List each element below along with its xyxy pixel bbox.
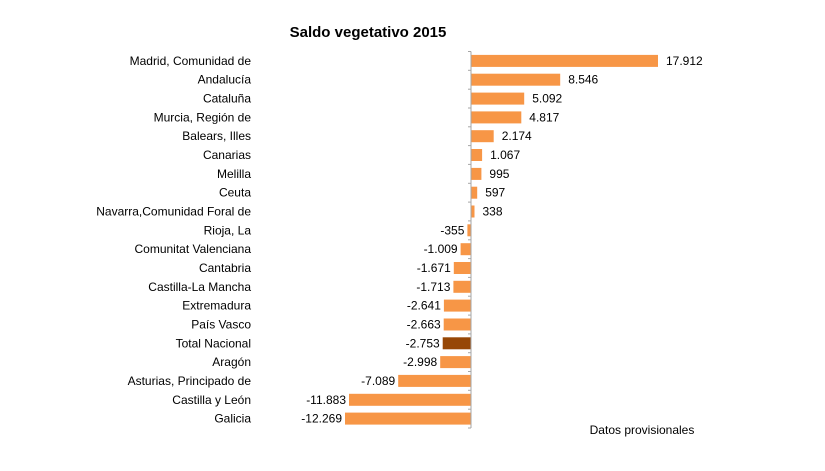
value-label-4: 2.174 — [502, 129, 532, 143]
value-label-10: -1.009 — [424, 242, 458, 256]
bar-9 — [467, 224, 471, 237]
bar-19 — [345, 412, 471, 425]
category-label-6: Melilla — [217, 167, 251, 181]
value-label-11: -1.671 — [417, 261, 451, 275]
axis-ticks — [468, 51, 471, 429]
category-label-10: Comunitat Valenciana — [134, 242, 251, 256]
value-label-13: -2.641 — [407, 299, 441, 313]
bar-15 — [442, 337, 471, 350]
category-label-3: Murcia, Región de — [154, 110, 252, 124]
category-label-15: Total Nacional — [176, 336, 251, 350]
bar-14 — [443, 318, 471, 331]
value-label-6: 995 — [489, 167, 509, 181]
category-label-4: Balears, Illes — [182, 129, 251, 143]
value-label-8: 338 — [483, 205, 503, 219]
note-text: Datos provisionales — [590, 423, 695, 437]
value-label-16: -2.998 — [403, 355, 437, 369]
category-label-1: Andalucía — [198, 73, 252, 87]
value-label-18: -11.883 — [306, 393, 346, 407]
value-label-9: -355 — [440, 223, 464, 237]
value-label-19: -12.269 — [301, 412, 342, 426]
value-label-0: 17.912 — [666, 54, 703, 68]
bar-13 — [443, 299, 471, 312]
bar-8 — [471, 205, 475, 218]
value-label-15: -2.753 — [406, 336, 440, 350]
value-label-3: 4.817 — [529, 110, 559, 124]
category-label-5: Canarias — [203, 148, 251, 162]
bar-1 — [471, 73, 561, 86]
bar-2 — [471, 92, 525, 105]
bar-10 — [460, 243, 471, 256]
category-label-7: Ceuta — [219, 186, 251, 200]
category-label-19: Galicia — [214, 412, 251, 426]
value-labels: 17.912 8.546 5.092 4.817 2.174 1.067 995 597 338… — [301, 54, 703, 426]
bar-18 — [349, 393, 471, 406]
value-label-7: 597 — [485, 186, 505, 200]
category-label-16: Aragón — [212, 355, 251, 369]
category-label-17: Asturias, Principado de — [128, 374, 252, 388]
bars-group — [345, 54, 658, 425]
category-label-14: País Vasco — [191, 318, 251, 332]
category-label-12: Castilla-La Mancha — [148, 280, 251, 294]
category-label-9: Rioja, La — [204, 223, 252, 237]
bar-5 — [471, 149, 483, 161]
value-label-12: -1.713 — [416, 280, 450, 294]
category-label-2: Cataluña — [203, 92, 251, 106]
category-label-11: Cantabria — [199, 261, 251, 275]
category-label-0: Madrid, Comunidad de — [130, 54, 252, 68]
bar-11 — [453, 262, 471, 274]
value-label-2: 5.092 — [532, 92, 562, 106]
bar-12 — [453, 280, 471, 293]
category-label-13: Extremadura — [182, 299, 251, 313]
bar-3 — [471, 111, 522, 124]
bar-0 — [471, 54, 658, 67]
bar-6 — [471, 167, 482, 180]
bar-4 — [471, 130, 494, 143]
category-labels: Madrid, Comunidad de Andalucía Cataluña Mur… — [96, 54, 251, 426]
bar-7 — [471, 186, 478, 199]
bar-16 — [440, 356, 471, 369]
bar-17 — [398, 374, 471, 387]
value-label-17: -7.089 — [361, 374, 395, 388]
value-label-5: 1.067 — [490, 148, 520, 162]
category-label-8: Navarra,Comunidad Foral de — [96, 205, 251, 219]
value-label-1: 8.546 — [568, 73, 598, 87]
category-label-18: Castilla y León — [172, 393, 251, 407]
value-label-14: -2.663 — [407, 318, 441, 332]
chart-title: Saldo vegetativo 2015 — [290, 24, 447, 41]
